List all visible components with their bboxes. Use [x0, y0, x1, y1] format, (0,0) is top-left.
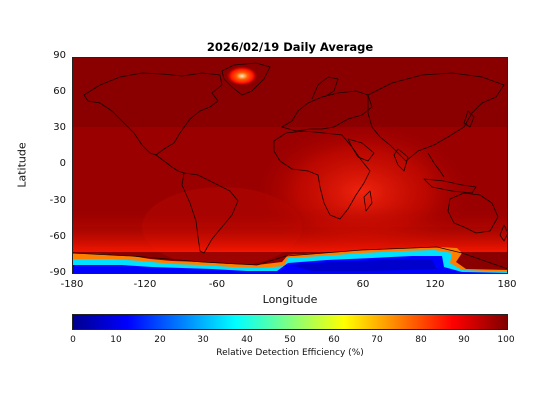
- coastline-asia: [367, 72, 505, 162]
- x-tick-label: -60: [208, 279, 226, 290]
- colorbar: [72, 314, 508, 330]
- y-tick-label: 30: [53, 122, 66, 133]
- colorbar-tick-label: 0: [70, 335, 76, 345]
- coastline-central-america: [155, 154, 185, 174]
- map-antarctic-low-region: [72, 247, 508, 274]
- map-greenland-hotspot: [226, 65, 258, 85]
- coastline-southeast-asia: [427, 152, 445, 178]
- map-southern-fade: [72, 207, 508, 252]
- x-tick-label: 180: [497, 279, 517, 290]
- coastline-north-america: [83, 72, 223, 156]
- colorbar-tick-label: 40: [241, 335, 253, 345]
- colorbar-tick-label: 20: [154, 335, 166, 345]
- y-tick-label: -30: [49, 195, 66, 206]
- coastline-india: [393, 148, 409, 172]
- map-svg: [72, 57, 508, 274]
- colorbar-tick-label: 70: [371, 335, 383, 345]
- coastline-indonesia: [423, 178, 477, 194]
- coastline-arabia: [347, 138, 375, 162]
- colorbar-tick-label: 80: [415, 335, 427, 345]
- map-title: 2026/02/19 Daily Average: [206, 40, 374, 54]
- colorbar-tick-label: 90: [458, 335, 470, 345]
- x-tick-label: 120: [425, 279, 445, 290]
- x-tick-label: -180: [60, 279, 84, 290]
- coastline-scandinavia: [311, 76, 339, 100]
- coastline-south-america: [181, 172, 239, 254]
- colorbar-tick-label: 50: [284, 335, 296, 345]
- colorbar-tick-label: 10: [110, 335, 122, 345]
- y-tick-label: 0: [59, 158, 66, 169]
- map-plot-area: [72, 57, 508, 274]
- coastline-antarctica: [72, 246, 508, 270]
- y-tick-label: 60: [53, 86, 66, 97]
- y-tick-label: 90: [53, 50, 66, 61]
- colorbar-label: Relative Detection Efficiency (%): [216, 348, 364, 358]
- colorbar-tick-label: 100: [497, 335, 515, 345]
- y-tick-label: -60: [49, 231, 66, 242]
- x-tick-label: 60: [356, 279, 370, 290]
- coastline-greenland: [221, 62, 271, 96]
- x-tick-label: -120: [133, 279, 157, 290]
- map-coastlines: [72, 62, 508, 270]
- coastline-australia: [447, 192, 499, 234]
- coastline-europe: [281, 90, 373, 132]
- x-axis-label: Longitude: [262, 293, 318, 306]
- coastline-japan: [463, 110, 475, 128]
- colorbar-tick-label: 30: [197, 335, 209, 345]
- coastline-new-zealand: [499, 224, 508, 242]
- coastline-madagascar: [363, 190, 373, 212]
- x-tick-label: 0: [286, 279, 294, 290]
- y-tick-label: -90: [49, 267, 66, 278]
- colorbar-tick-label: 60: [328, 335, 340, 345]
- y-axis-label: Latitude: [15, 142, 29, 188]
- coastline-africa: [273, 130, 371, 220]
